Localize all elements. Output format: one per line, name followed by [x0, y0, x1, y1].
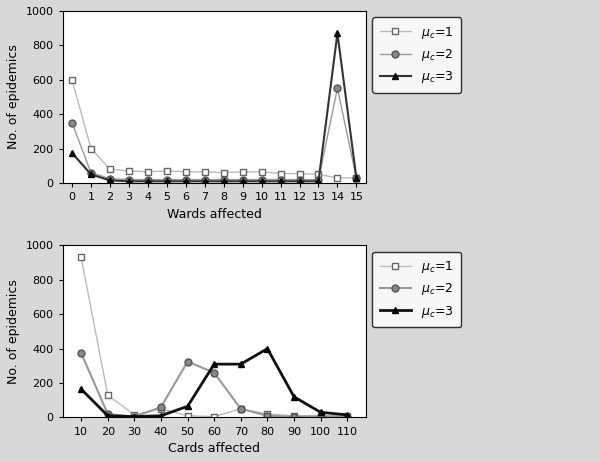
$\mu_c$=3 — [131, 414, 138, 419]
$\mu_c$=2 — [68, 120, 76, 126]
$\mu_c$=3 — [125, 178, 133, 184]
$\mu_c$=3 — [220, 178, 227, 184]
$\mu_c$=2 — [157, 404, 164, 410]
$\mu_c$=1 — [144, 169, 151, 175]
$\mu_c$=3 — [296, 178, 303, 184]
$\mu_c$=1 — [317, 413, 324, 419]
$\mu_c$=3 — [68, 150, 76, 156]
$\mu_c$=3 — [211, 361, 218, 367]
$\mu_c$=1 — [296, 171, 303, 176]
Line: $\mu_c$=3: $\mu_c$=3 — [68, 30, 360, 185]
$\mu_c$=1 — [68, 77, 76, 83]
$\mu_c$=1 — [353, 175, 360, 181]
$\mu_c$=1 — [264, 411, 271, 417]
$\mu_c$=2 — [237, 406, 244, 412]
$\mu_c$=2 — [334, 85, 341, 91]
$\mu_c$=2 — [125, 177, 133, 182]
Line: $\mu_c$=2: $\mu_c$=2 — [68, 85, 360, 183]
$\mu_c$=3 — [106, 178, 113, 183]
$\mu_c$=2 — [344, 414, 351, 419]
$\mu_c$=1 — [290, 413, 298, 419]
$\mu_c$=2 — [88, 170, 95, 176]
$\mu_c$=2 — [77, 350, 85, 356]
$\mu_c$=2 — [201, 177, 208, 182]
$\mu_c$=1 — [182, 169, 190, 175]
$\mu_c$=2 — [317, 414, 324, 419]
Y-axis label: No. of epidemics: No. of epidemics — [7, 279, 20, 384]
$\mu_c$=3 — [264, 346, 271, 352]
$\mu_c$=1 — [239, 169, 246, 175]
$\mu_c$=1 — [258, 169, 265, 175]
$\mu_c$=2 — [264, 413, 271, 419]
$\mu_c$=3 — [258, 178, 265, 184]
$\mu_c$=1 — [237, 406, 244, 412]
$\mu_c$=2 — [239, 177, 246, 182]
$\mu_c$=2 — [296, 177, 303, 182]
$\mu_c$=3 — [277, 178, 284, 184]
$\mu_c$=1 — [184, 413, 191, 419]
$\mu_c$=3 — [290, 394, 298, 400]
$\mu_c$=1 — [88, 146, 95, 152]
$\mu_c$=1 — [77, 255, 85, 260]
$\mu_c$=1 — [157, 406, 164, 412]
$\mu_c$=1 — [125, 168, 133, 174]
Legend: $\mu_c$=1, $\mu_c$=2, $\mu_c$=3: $\mu_c$=1, $\mu_c$=2, $\mu_c$=3 — [372, 252, 461, 327]
$\mu_c$=1 — [106, 166, 113, 172]
$\mu_c$=1 — [315, 171, 322, 177]
$\mu_c$=1 — [131, 412, 138, 418]
$\mu_c$=2 — [182, 177, 190, 182]
$\mu_c$=1 — [211, 414, 218, 419]
$\mu_c$=2 — [220, 177, 227, 182]
$\mu_c$=3 — [77, 386, 85, 392]
$\mu_c$=1 — [277, 171, 284, 176]
$\mu_c$=2 — [144, 177, 151, 182]
$\mu_c$=3 — [144, 178, 151, 184]
$\mu_c$=3 — [163, 178, 170, 184]
Line: $\mu_c$=1: $\mu_c$=1 — [68, 76, 360, 181]
X-axis label: Wards affected: Wards affected — [167, 207, 262, 220]
$\mu_c$=2 — [290, 414, 298, 419]
Line: $\mu_c$=3: $\mu_c$=3 — [77, 345, 351, 420]
$\mu_c$=1 — [334, 175, 341, 181]
$\mu_c$=3 — [184, 403, 191, 409]
$\mu_c$=1 — [344, 413, 351, 419]
$\mu_c$=3 — [157, 413, 164, 419]
$\mu_c$=2 — [211, 370, 218, 376]
$\mu_c$=2 — [106, 176, 113, 182]
$\mu_c$=1 — [220, 170, 227, 176]
$\mu_c$=3 — [353, 175, 360, 181]
$\mu_c$=2 — [163, 177, 170, 182]
$\mu_c$=3 — [104, 413, 112, 419]
$\mu_c$=3 — [237, 361, 244, 367]
$\mu_c$=3 — [182, 178, 190, 184]
$\mu_c$=3 — [201, 178, 208, 184]
$\mu_c$=3 — [317, 409, 324, 415]
$\mu_c$=1 — [201, 169, 208, 175]
X-axis label: Cards affected: Cards affected — [168, 442, 260, 455]
$\mu_c$=3 — [334, 30, 341, 36]
$\mu_c$=2 — [131, 414, 138, 419]
$\mu_c$=2 — [277, 177, 284, 182]
Y-axis label: No. of epidemics: No. of epidemics — [7, 44, 20, 149]
$\mu_c$=2 — [104, 411, 112, 417]
$\mu_c$=2 — [315, 177, 322, 182]
$\mu_c$=2 — [353, 175, 360, 181]
$\mu_c$=3 — [315, 178, 322, 184]
Line: $\mu_c$=2: $\mu_c$=2 — [77, 349, 351, 420]
$\mu_c$=1 — [163, 168, 170, 174]
$\mu_c$=3 — [239, 178, 246, 184]
Legend: $\mu_c$=1, $\mu_c$=2, $\mu_c$=3: $\mu_c$=1, $\mu_c$=2, $\mu_c$=3 — [372, 17, 461, 93]
$\mu_c$=3 — [344, 412, 351, 418]
$\mu_c$=2 — [184, 359, 191, 365]
Line: $\mu_c$=1: $\mu_c$=1 — [77, 254, 351, 420]
$\mu_c$=1 — [104, 392, 112, 398]
$\mu_c$=3 — [88, 171, 95, 177]
$\mu_c$=2 — [258, 177, 265, 182]
